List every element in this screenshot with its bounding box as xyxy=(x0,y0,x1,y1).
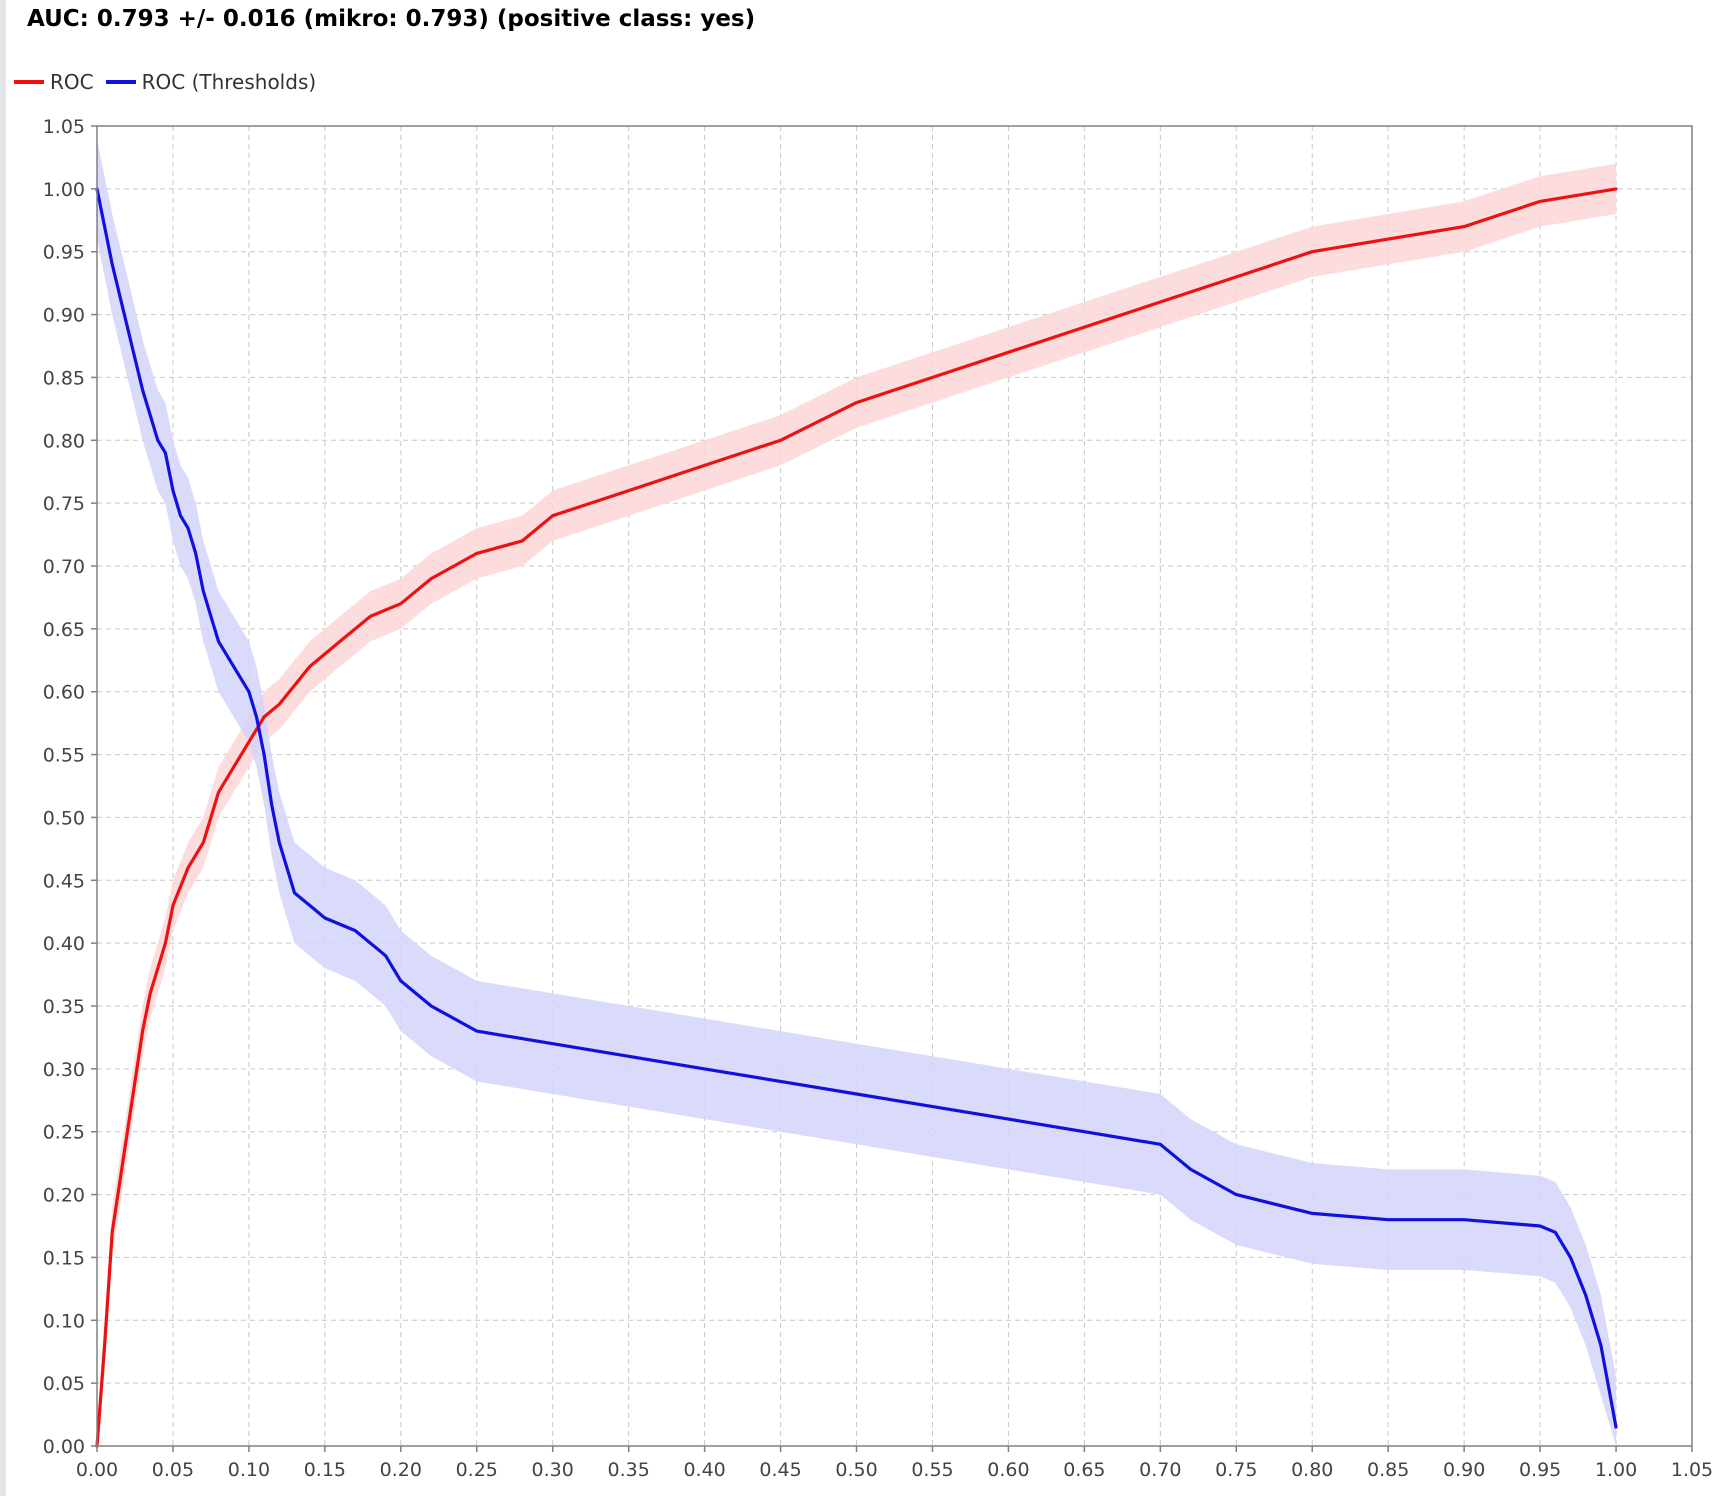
y-tick-label-5: 0.25 xyxy=(43,1122,85,1144)
y-tick-label-14: 0.70 xyxy=(43,556,85,578)
legend-swatch-roc xyxy=(14,80,44,84)
x-tick-label-11: 0.55 xyxy=(911,1459,953,1481)
y-tick-label-13: 0.65 xyxy=(43,619,85,641)
series-line-0 xyxy=(95,187,1618,1448)
y-tick-label-12: 0.60 xyxy=(43,682,85,704)
legend-item-roc: ROC xyxy=(14,70,94,94)
y-tick-label-4: 0.20 xyxy=(43,1185,85,1207)
series-band-0 xyxy=(97,163,1616,1447)
x-tick-label-19: 0.95 xyxy=(1519,1459,1561,1481)
legend-label-thresholds: ROC (Thresholds) xyxy=(141,70,317,94)
y-tick-label-0: 0.00 xyxy=(43,1436,85,1458)
x-tick-label-17: 0.85 xyxy=(1367,1459,1409,1481)
y-tick-label-7: 0.35 xyxy=(43,996,85,1018)
y-tick-label-20: 1.00 xyxy=(43,179,85,201)
legend-swatch-thresholds xyxy=(105,80,136,84)
x-tick-label-6: 0.30 xyxy=(532,1459,574,1481)
x-tick-label-12: 0.60 xyxy=(987,1459,1029,1481)
x-tick-label-16: 0.80 xyxy=(1291,1459,1333,1481)
y-tick-label-11: 0.55 xyxy=(43,745,85,767)
plot-border xyxy=(96,125,1693,1447)
x-tick-label-2: 0.10 xyxy=(228,1459,270,1481)
y-tick-label-17: 0.85 xyxy=(43,367,85,389)
chart-title: AUC: 0.793 +/- 0.016 (mikro: 0.793) (pos… xyxy=(27,6,756,32)
y-tick-label-15: 0.75 xyxy=(43,493,85,515)
legend: ROC ROC (Thresholds) xyxy=(14,70,328,94)
y-tick-label-9: 0.45 xyxy=(43,870,85,892)
y-tick-label-8: 0.40 xyxy=(43,933,85,955)
window-edge xyxy=(0,0,6,1496)
y-tick-label-2: 0.10 xyxy=(43,1310,85,1332)
x-tick-label-10: 0.50 xyxy=(835,1459,877,1481)
x-tick-label-9: 0.45 xyxy=(759,1459,801,1481)
y-tick-label-18: 0.90 xyxy=(43,305,85,327)
y-tick-label-1: 0.05 xyxy=(43,1373,85,1395)
x-tick-label-15: 0.75 xyxy=(1215,1459,1257,1481)
y-tick-label-10: 0.50 xyxy=(43,807,85,829)
x-tick-label-21: 1.05 xyxy=(1671,1459,1713,1481)
y-tick-label-16: 0.80 xyxy=(43,430,85,452)
y-tick-label-6: 0.30 xyxy=(43,1059,85,1081)
y-tick-label-21: 1.05 xyxy=(43,116,85,138)
x-tick-label-5: 0.25 xyxy=(456,1459,498,1481)
x-tick-label-14: 0.70 xyxy=(1139,1459,1181,1481)
legend-label-roc: ROC xyxy=(50,70,94,94)
x-tick-label-20: 1.00 xyxy=(1595,1459,1637,1481)
series-line-1 xyxy=(95,187,1618,1429)
legend-item-thresholds: ROC (Thresholds) xyxy=(105,70,317,94)
x-tick-label-3: 0.15 xyxy=(304,1459,346,1481)
y-tick-label-3: 0.15 xyxy=(43,1247,85,1269)
x-tick-label-7: 0.35 xyxy=(608,1459,650,1481)
y-tick-label-19: 0.95 xyxy=(43,242,85,264)
x-tick-label-8: 0.40 xyxy=(683,1459,725,1481)
x-tick-label-13: 0.65 xyxy=(1063,1459,1105,1481)
x-tick-label-0: 0.00 xyxy=(76,1459,118,1481)
x-tick-label-4: 0.20 xyxy=(380,1459,422,1481)
x-tick-label-1: 0.05 xyxy=(152,1459,194,1481)
x-tick-label-18: 0.90 xyxy=(1443,1459,1485,1481)
